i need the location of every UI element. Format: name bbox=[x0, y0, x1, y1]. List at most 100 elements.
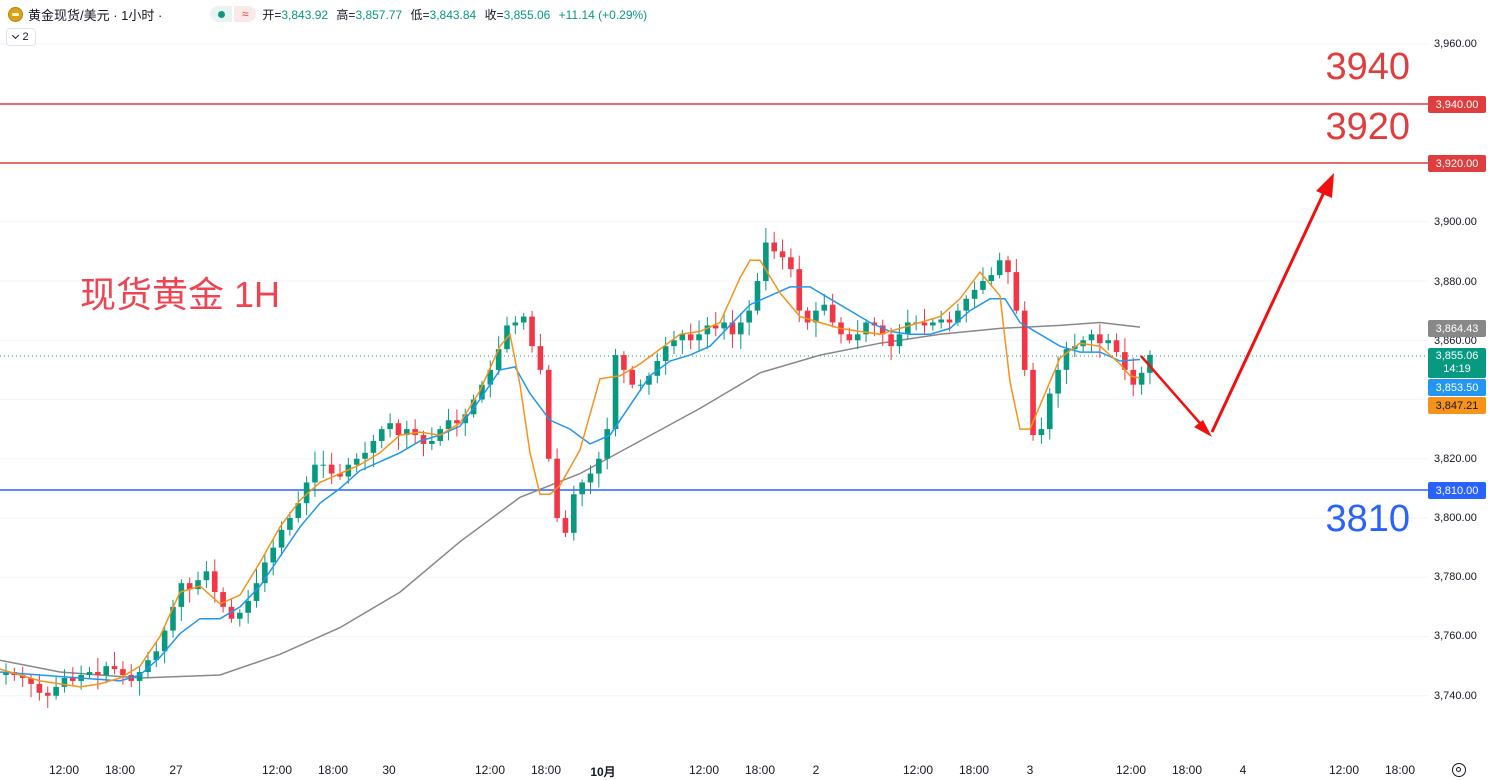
candle-body bbox=[362, 452, 368, 459]
candle-body bbox=[270, 547, 276, 563]
x-tick: 12:00 bbox=[1115, 763, 1147, 777]
indicators-toggle-button[interactable]: 2 bbox=[6, 28, 36, 46]
y-tick: 3,880.00 bbox=[1434, 276, 1477, 288]
candle-body bbox=[829, 304, 836, 323]
market-open-icon[interactable] bbox=[210, 6, 233, 22]
candle-body bbox=[253, 583, 260, 601]
x-tick: 2 bbox=[812, 763, 820, 777]
candle-body bbox=[938, 319, 944, 323]
gear-icon[interactable] bbox=[1452, 763, 1466, 777]
chart-title-annotation[interactable]: 现货黄金 1H bbox=[80, 274, 281, 315]
candle-body bbox=[662, 346, 669, 361]
high-value: 3,857.77 bbox=[355, 7, 403, 22]
candle-body bbox=[946, 319, 953, 323]
candle-body bbox=[487, 369, 494, 385]
candle-body bbox=[337, 473, 343, 477]
x-tick: 27 bbox=[169, 763, 183, 777]
close-value: 3,855.06 bbox=[503, 7, 551, 22]
candle-body bbox=[370, 440, 377, 453]
candle-body bbox=[479, 384, 485, 400]
candle-body bbox=[529, 316, 535, 347]
x-tick: 30 bbox=[382, 763, 396, 777]
candle-body bbox=[754, 281, 761, 311]
candle-body bbox=[454, 420, 460, 424]
candle-body bbox=[44, 692, 51, 696]
candle-body bbox=[387, 423, 393, 430]
candle-body bbox=[220, 592, 226, 607]
x-tick: 12:00 bbox=[902, 763, 934, 777]
candle-body bbox=[679, 334, 686, 341]
candle-body bbox=[687, 334, 694, 341]
candle-body bbox=[53, 686, 59, 696]
price-tag-3940: 3,940.00 bbox=[1428, 96, 1486, 113]
candle-body bbox=[61, 677, 68, 687]
candle-body bbox=[237, 612, 243, 619]
y-tick: 3,900.00 bbox=[1434, 216, 1477, 228]
candle-body bbox=[1088, 334, 1095, 341]
candle-body bbox=[278, 529, 285, 548]
price-tag-ma-mid: 3,853.50 bbox=[1428, 379, 1486, 396]
candle-body bbox=[320, 464, 327, 466]
candle-body bbox=[537, 346, 544, 370]
candle-body bbox=[980, 281, 986, 290]
candle-body bbox=[637, 384, 644, 386]
x-tick: 18:00 bbox=[1384, 763, 1416, 777]
candle-body bbox=[512, 322, 519, 326]
x-tick: 18:00 bbox=[958, 763, 990, 777]
candle-body bbox=[245, 600, 251, 613]
candle-body bbox=[930, 322, 936, 326]
candle-body bbox=[971, 289, 978, 299]
y-tick: 3,820.00 bbox=[1434, 453, 1477, 465]
x-tick: 18:00 bbox=[744, 763, 776, 777]
candle-body bbox=[996, 260, 1003, 276]
level-label-3940[interactable]: 3940 bbox=[1325, 46, 1410, 88]
candle-body bbox=[921, 322, 928, 326]
price-tag-3920: 3,920.00 bbox=[1428, 155, 1486, 172]
candle-body bbox=[195, 580, 201, 590]
y-tick: 3,740.00 bbox=[1434, 690, 1477, 702]
candle-body bbox=[186, 583, 193, 590]
candle-body bbox=[846, 334, 853, 341]
candle-body bbox=[771, 242, 777, 252]
candle-body bbox=[905, 322, 911, 335]
y-tick: 3,760.00 bbox=[1434, 630, 1477, 642]
candle-body bbox=[879, 325, 886, 335]
ma-mid-line bbox=[0, 286, 1141, 682]
candle-body bbox=[854, 334, 861, 341]
x-tick: 10月 bbox=[590, 765, 616, 779]
x-tick: 18:00 bbox=[530, 763, 562, 777]
level-label-3920[interactable]: 3920 bbox=[1325, 106, 1410, 148]
candle-body bbox=[28, 677, 34, 684]
candle-body bbox=[303, 482, 310, 504]
chevron-down-icon bbox=[12, 31, 20, 40]
candle-body bbox=[779, 251, 786, 258]
status-badges[interactable]: ≈ bbox=[210, 6, 257, 22]
candle-body bbox=[1063, 349, 1070, 370]
candle-body bbox=[621, 355, 627, 370]
ma-fast-line bbox=[0, 259, 1141, 688]
x-tick: 4 bbox=[1239, 763, 1247, 777]
candle-body bbox=[86, 672, 93, 676]
candle-body bbox=[161, 630, 168, 652]
bar-countdown: 14:19 bbox=[1443, 363, 1471, 375]
candle-body bbox=[746, 310, 752, 323]
candle-body bbox=[813, 310, 819, 323]
candle-body bbox=[36, 683, 43, 693]
gold-coin-icon bbox=[8, 6, 23, 22]
level-label-3810[interactable]: 3810 bbox=[1325, 498, 1410, 540]
symbol-title[interactable]: 黄金现货/美元 · 1小时 · bbox=[28, 7, 163, 23]
candle-body bbox=[612, 355, 619, 430]
candle-body bbox=[955, 310, 961, 323]
candle-body bbox=[1046, 393, 1053, 430]
candle-body bbox=[328, 464, 335, 474]
candle-body bbox=[888, 334, 894, 347]
projection-arrow[interactable] bbox=[1140, 173, 1334, 437]
candle-body bbox=[712, 325, 719, 329]
candle-body bbox=[821, 304, 828, 311]
y-tick: 3,800.00 bbox=[1434, 512, 1477, 524]
candle-body bbox=[404, 429, 410, 436]
wave-icon[interactable]: ≈ bbox=[234, 6, 257, 22]
candle-body bbox=[646, 375, 652, 385]
candle-body bbox=[896, 334, 903, 347]
